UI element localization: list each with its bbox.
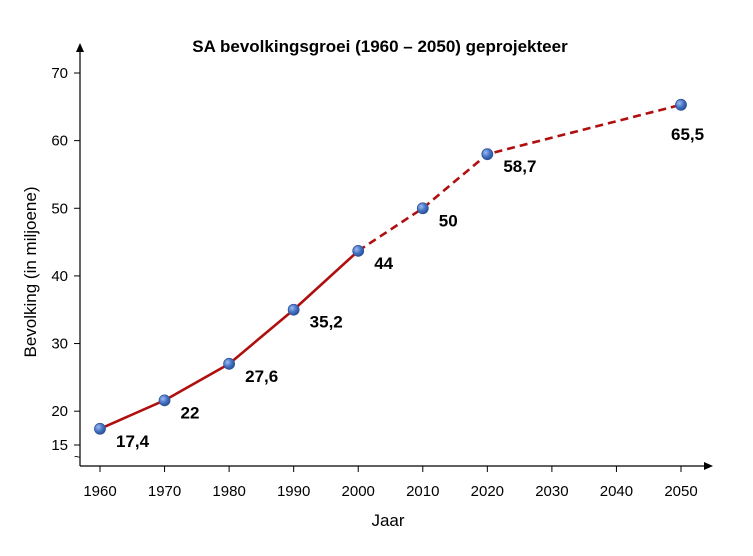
- y-axis-arrow: [76, 43, 84, 52]
- data-label: 44: [374, 254, 393, 273]
- y-tick-label: 50: [51, 200, 68, 217]
- data-label: 35,2: [310, 313, 343, 332]
- data-label: 17,4: [116, 432, 150, 451]
- data-point: [223, 357, 236, 370]
- data-point: [352, 244, 365, 257]
- x-axis-arrow: [704, 462, 713, 470]
- y-tick-label: 40: [51, 268, 68, 285]
- y-tick-label: 20: [51, 403, 68, 420]
- y-tick-label: 70: [51, 65, 68, 82]
- x-axis-label: Jaar: [371, 511, 404, 530]
- data-point: [481, 148, 494, 161]
- chart-title: SA bevolkingsgroei (1960 – 2050) geproje…: [192, 37, 568, 56]
- x-tick-label: 1990: [277, 483, 310, 500]
- axis-break: ~: [74, 450, 81, 464]
- x-tick-label: 2040: [600, 483, 633, 500]
- y-axis-label: Bevolking (in miljoene): [21, 186, 40, 357]
- data-point: [287, 303, 300, 316]
- data-point: [675, 98, 687, 111]
- x-tick-label: 2050: [664, 483, 697, 500]
- x-tick-label: 2010: [406, 483, 439, 500]
- x-tick-label: 1960: [83, 483, 116, 500]
- data-label: 27,6: [245, 367, 278, 386]
- series-line-projected: [357, 103, 682, 252]
- x-tick-label: 1980: [212, 483, 245, 500]
- x-tick-label: 2020: [471, 483, 504, 500]
- x-tick-label: 1970: [148, 483, 181, 500]
- y-tick-label: 30: [51, 336, 68, 353]
- data-label: 22: [181, 403, 200, 422]
- data-point: [94, 422, 106, 435]
- data-label: 65,5: [671, 125, 704, 144]
- y-tick-label: 60: [51, 133, 68, 150]
- series-line-solid: [99, 249, 360, 430]
- data-point: [416, 202, 429, 215]
- data-label: 58,7: [503, 157, 536, 176]
- y-tick-label: 15: [51, 437, 68, 454]
- data-label: 50: [439, 211, 458, 230]
- data-point: [158, 394, 171, 407]
- x-tick-label: 2000: [342, 483, 375, 500]
- x-tick-label: 2030: [535, 483, 568, 500]
